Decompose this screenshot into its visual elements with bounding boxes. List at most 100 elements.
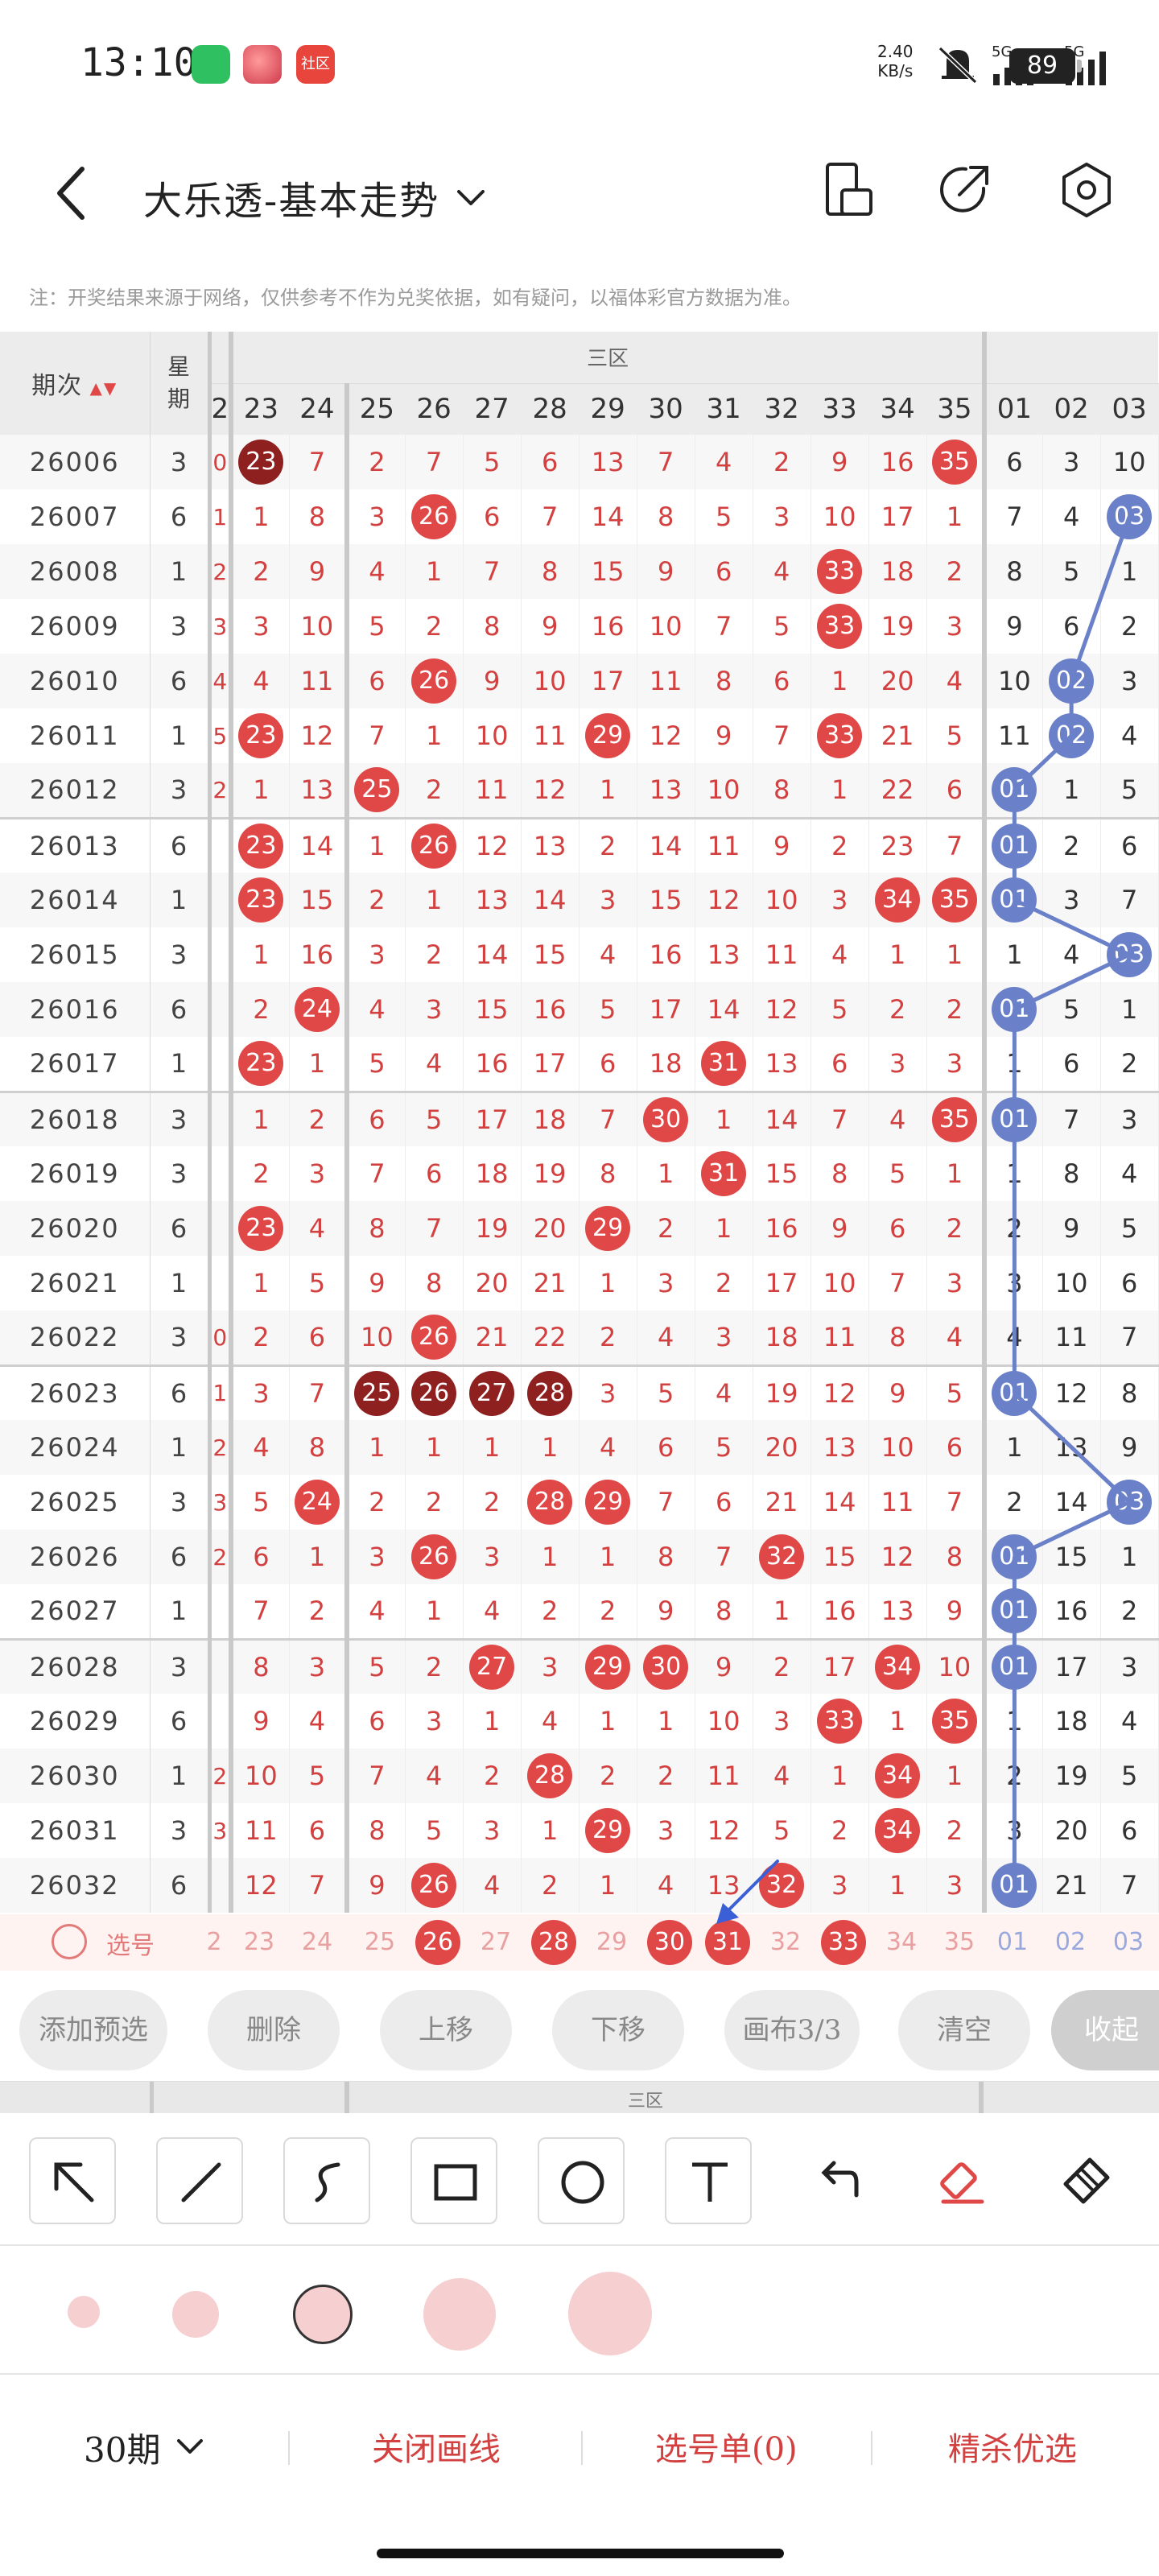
chevron-down-icon[interactable] <box>171 2426 209 2465</box>
ticket-button[interactable]: 选号单(0) <box>655 2431 798 2468</box>
drawn-number-ball: 26 <box>411 1534 457 1579</box>
back-cell: 5 <box>1042 544 1101 599</box>
drawn-number-ball: 27 <box>469 1644 515 1690</box>
share-icon[interactable] <box>934 159 995 221</box>
divider <box>871 2431 872 2465</box>
drawn-number-ball: 24 <box>294 1480 340 1525</box>
back-cell: 01 <box>982 1530 1043 1584</box>
front-cell: 3 <box>289 1637 348 1694</box>
front-cell: 6 <box>926 1420 985 1475</box>
arrow-tool-icon[interactable] <box>29 2137 116 2224</box>
back-cell: 9 <box>1100 1420 1159 1475</box>
front-cell: 1 <box>463 1420 522 1475</box>
device-switch-icon[interactable] <box>818 159 879 221</box>
back-cell: 01 <box>982 763 1043 818</box>
brush-size-m[interactable] <box>293 2285 353 2344</box>
front-cell: 30 <box>637 1090 695 1146</box>
front-cell: 1 <box>405 1420 464 1475</box>
period-selector[interactable]: 30期 <box>84 2430 161 2470</box>
text-tool-icon[interactable] <box>665 2137 752 2224</box>
brush-size-xs[interactable] <box>68 2296 100 2328</box>
pick-radio-button[interactable] <box>52 1924 87 1959</box>
front-cell: 11 <box>463 763 522 818</box>
eraser-tool-icon[interactable] <box>918 2137 1004 2224</box>
brush-size-xl[interactable] <box>568 2272 652 2355</box>
front-cell: 6 <box>926 763 985 818</box>
back-cell: 1 <box>982 1420 1043 1475</box>
pick-number[interactable]: 33 <box>821 1920 866 1965</box>
front-cell: 25 <box>344 763 406 818</box>
front-cell: 10 <box>753 873 811 927</box>
front-cell: 11 <box>695 816 753 873</box>
front-cell: 15 <box>521 927 580 982</box>
pick-number[interactable]: 29 <box>596 1928 628 1956</box>
pick-back-number[interactable]: 02 <box>1054 1928 1087 1956</box>
back-arrow-icon[interactable] <box>48 161 97 225</box>
pick-number[interactable]: 27 <box>480 1928 512 1956</box>
brush-size-l[interactable] <box>423 2278 496 2351</box>
add-preselect-button[interactable]: 添加预选 <box>19 1990 167 2070</box>
front-cell: 9 <box>926 1584 985 1639</box>
table-row: 26027 1 7 2 4 1 4 2 2 9 8 1 16 13 9 01 16 2 <box>0 1584 1159 1639</box>
move-up-button[interactable]: 上移 <box>380 1990 512 2070</box>
collapse-button[interactable]: 收起 <box>1051 1990 1159 2070</box>
trend-table-container[interactable]: 期次 ▲▼ 星期 三区 2 23 24 25 26 27 28 29 30 31 32 33 34 35 0… <box>0 332 1159 1971</box>
front-cell: 13 <box>637 763 695 818</box>
front-cell: 9 <box>231 1694 290 1748</box>
issue-cell: 26012 <box>0 763 151 818</box>
rectangle-tool-icon[interactable] <box>410 2137 497 2224</box>
edge-cell: 0 <box>209 1311 234 1365</box>
front-cell: 3 <box>344 1530 406 1584</box>
back-cell: 6 <box>1042 1037 1101 1092</box>
divider <box>581 2431 583 2465</box>
front-cell: 7 <box>289 1364 348 1420</box>
front-cell: 7 <box>463 544 522 599</box>
front-cell: 2 <box>579 1748 637 1803</box>
page-title[interactable]: 大乐透-基本走势 <box>143 179 440 224</box>
front-cell: 11 <box>289 654 348 708</box>
delete-button[interactable]: 删除 <box>208 1990 340 2070</box>
featured-picks-button[interactable]: 精杀优选 <box>948 2431 1077 2468</box>
front-cell: 3 <box>926 1858 985 1913</box>
pick-number[interactable]: 31 <box>705 1920 750 1965</box>
count-cell: 3 <box>150 435 212 489</box>
line-tool-icon[interactable] <box>156 2137 243 2224</box>
issue-column-header[interactable]: 期次 ▲▼ <box>0 332 151 435</box>
clear-button[interactable]: 清空 <box>898 1990 1030 2070</box>
pick-edge-number[interactable]: 2 <box>206 1928 222 1956</box>
pick-back-number[interactable]: 01 <box>996 1928 1029 1956</box>
circle-tool-icon[interactable] <box>538 2137 625 2224</box>
front-cell: 2 <box>926 1201 985 1256</box>
front-cell: 2 <box>405 1637 464 1694</box>
front-cell: 2 <box>344 1475 406 1530</box>
front-cell: 23 <box>231 816 290 873</box>
move-down-button[interactable]: 下移 <box>552 1990 684 2070</box>
pick-number[interactable]: 23 <box>243 1928 275 1956</box>
table-row: 26025 3 3 5 24 2 2 2 28 29 7 6 21 14 11 7 2 14 03 <box>0 1475 1159 1530</box>
pick-number[interactable]: 34 <box>885 1928 918 1956</box>
edge-cell: 5 <box>209 708 234 763</box>
count-cell: 3 <box>150 1475 212 1530</box>
pick-number[interactable]: 25 <box>364 1928 396 1956</box>
pick-number[interactable]: 28 <box>531 1920 576 1965</box>
undo-tool-icon[interactable] <box>792 2137 879 2224</box>
pick-back-number[interactable]: 03 <box>1112 1928 1145 1956</box>
canvas-page-button[interactable]: 画布3/3 <box>724 1990 860 2070</box>
front-cell: 5 <box>463 435 522 489</box>
front-cell: 4 <box>810 927 869 982</box>
pick-number[interactable]: 35 <box>943 1928 975 1956</box>
curve-tool-icon[interactable] <box>283 2137 370 2224</box>
close-lines-button[interactable]: 关闭画线 <box>372 2431 501 2468</box>
pick-number[interactable]: 32 <box>769 1928 802 1956</box>
chevron-down-icon[interactable] <box>451 177 491 217</box>
pick-number[interactable]: 30 <box>647 1920 692 1965</box>
brush-size-s[interactable] <box>172 2291 219 2338</box>
count-cell: 3 <box>150 763 212 818</box>
pick-number[interactable]: 24 <box>301 1928 333 1956</box>
sort-icon[interactable]: ▲▼ <box>83 378 118 398</box>
clear-canvas-tool-icon[interactable] <box>1043 2137 1130 2224</box>
pick-number[interactable]: 26 <box>415 1920 460 1965</box>
front-cell: 8 <box>868 1311 927 1365</box>
front-number-header: 34 <box>868 383 927 435</box>
settings-icon[interactable] <box>1056 159 1117 221</box>
